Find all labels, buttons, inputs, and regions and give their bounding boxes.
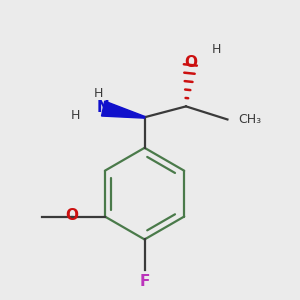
Text: H: H — [71, 109, 80, 122]
Text: O: O — [184, 55, 197, 70]
Text: H: H — [212, 43, 221, 56]
Text: N: N — [97, 100, 110, 115]
Text: F: F — [140, 274, 150, 289]
Text: O: O — [66, 208, 79, 223]
Text: CH₃: CH₃ — [238, 113, 262, 126]
Text: H: H — [94, 87, 104, 100]
Polygon shape — [101, 101, 145, 118]
